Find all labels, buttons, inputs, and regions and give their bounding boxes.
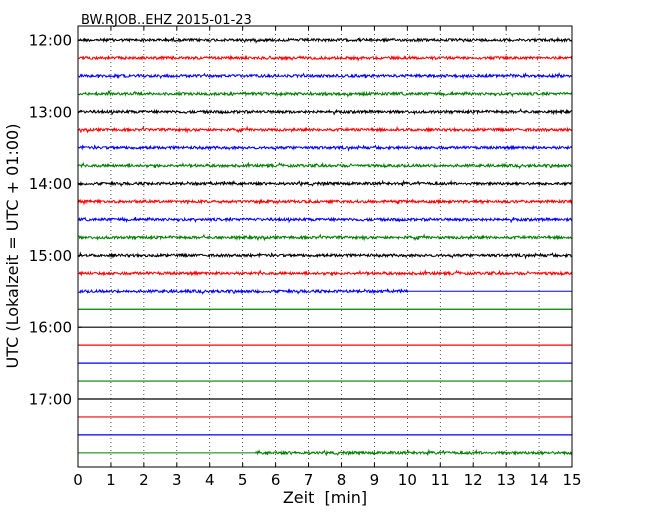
x-tick-label: 7 xyxy=(304,471,314,489)
y-ticks: 12:00 13:00 14:00 15:00 16:00 17:00 xyxy=(29,32,82,409)
trace-row xyxy=(78,161,572,170)
x-tick-label: 12 xyxy=(464,471,483,489)
y-tick-label: 14:00 xyxy=(29,175,72,193)
trace-row xyxy=(78,448,573,457)
y-tick-label: 17:00 xyxy=(29,391,72,409)
trace-row xyxy=(78,72,573,80)
plot-area-background xyxy=(78,26,572,467)
x-tick-label: 13 xyxy=(497,471,516,489)
grid-lines xyxy=(110,26,540,467)
y-tick-label: 15:00 xyxy=(29,247,72,265)
x-tick-label: 14 xyxy=(530,471,549,489)
trace-row xyxy=(78,125,573,134)
trace-row xyxy=(78,54,573,62)
x-tick-label: 15 xyxy=(562,471,581,489)
trace-row xyxy=(78,269,573,277)
trace-row xyxy=(78,108,572,116)
trace-row xyxy=(78,233,572,242)
trace-row xyxy=(78,288,572,295)
x-ticks: 0 1 2 3 4 5 6 7 8 9 10 11 12 13 14 15 xyxy=(73,26,582,489)
traces-group xyxy=(78,36,573,457)
trace-row xyxy=(78,198,573,206)
x-tick-label: 6 xyxy=(271,471,281,489)
x-tick-label: 4 xyxy=(205,471,215,489)
x-tick-label: 5 xyxy=(238,471,248,489)
trace-row xyxy=(78,36,573,44)
x-tick-label: 1 xyxy=(106,471,116,489)
x-tick-label: 11 xyxy=(431,471,450,489)
x-axis-label: Zeit [min] xyxy=(283,488,367,507)
trace-row xyxy=(78,179,573,188)
plot-area-frame xyxy=(77,25,573,468)
chart-title: BW.RJOB..EHZ 2015-01-23 xyxy=(81,13,252,28)
y-axis-label: UTC (Lokalzeit = UTC + 01:00) xyxy=(3,124,22,369)
y-tick-label: 13:00 xyxy=(29,103,72,121)
x-tick-label: 9 xyxy=(370,471,380,489)
x-tick-label: 8 xyxy=(337,471,347,489)
x-tick-label: 10 xyxy=(398,471,417,489)
y-tick-label: 16:00 xyxy=(29,319,72,337)
trace-row xyxy=(78,144,573,152)
x-tick-label: 2 xyxy=(139,471,149,489)
trace-row xyxy=(78,89,573,98)
trace-row xyxy=(78,216,573,224)
x-tick-label: 0 xyxy=(73,471,83,489)
trace-row xyxy=(78,251,573,260)
y-tick-label: 12:00 xyxy=(29,32,72,50)
x-tick-label: 3 xyxy=(172,471,182,489)
